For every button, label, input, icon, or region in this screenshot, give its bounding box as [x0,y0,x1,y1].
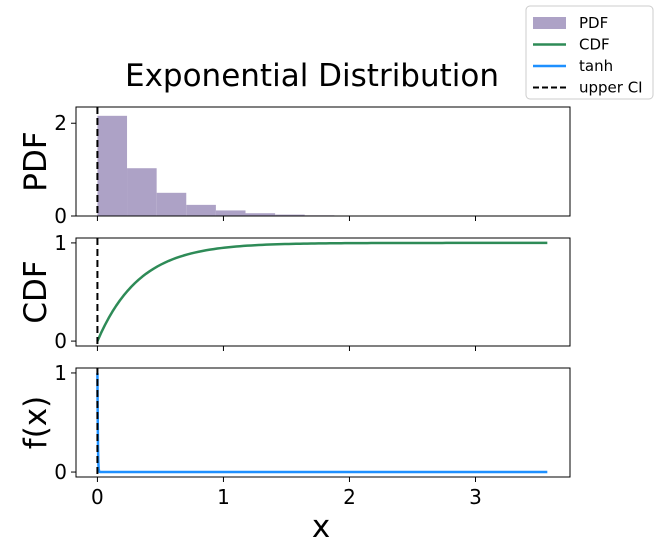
panel-fx: 0 1 0 1 2 3 f(x) [18,361,571,509]
histogram-bar [97,115,128,216]
y-tick-label: 0 [54,460,67,484]
y-axis-label: PDF [18,131,54,191]
y-tick-label: 1 [54,231,67,255]
legend-swatch-pdf [533,17,566,29]
legend-box [525,5,654,100]
x-tick-label: 2 [343,485,356,509]
histogram-bar [245,213,276,216]
histogram-bar [215,210,246,216]
series-line-tanh [96,371,548,474]
legend: PDF CDF tanh upper CI [525,5,654,100]
histogram-bar [156,192,187,216]
legend-label: CDF [579,36,610,54]
plot-area [96,238,548,346]
x-tick-label: 3 [469,485,482,509]
histogram-bar [275,214,305,216]
y-tick-label: 2 [54,111,67,135]
plot-area [96,368,548,477]
x-axis-label: x [312,509,330,545]
axes-frame [75,106,571,217]
x-tick-label: 0 [91,485,104,509]
chart-title: Exponential Distribution [125,58,499,94]
y-tick-label: 1 [54,361,67,385]
histogram-bar [186,204,216,216]
legend-label: PDF [579,14,608,32]
axes-frame [75,237,571,347]
series-line-cdf [96,241,548,342]
y-tick-label: 0 [54,204,67,228]
y-axis-label: CDF [18,260,54,323]
legend-label: tanh [579,57,613,75]
y-tick-label: 0 [54,329,67,353]
plot-area [96,107,542,216]
y-axis-label: f(x) [18,396,54,449]
histogram-bar [127,168,157,216]
x-tick-label: 1 [217,485,230,509]
legend-label: upper CI [579,79,643,97]
axes-frame [75,367,571,478]
